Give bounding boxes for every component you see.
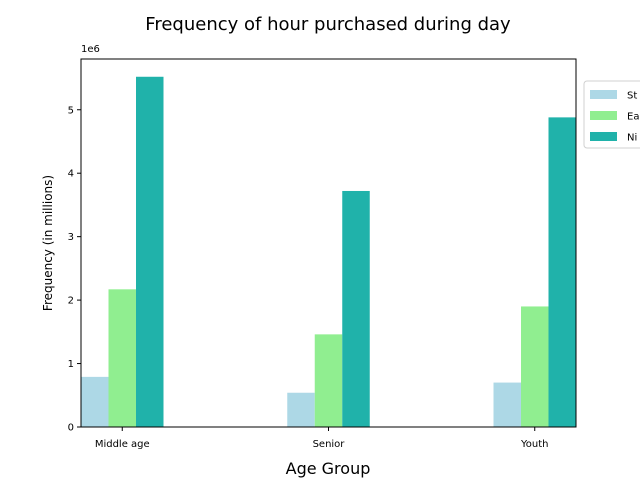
x-axis: Middle age Senior Youth — [95, 427, 549, 450]
bar — [548, 117, 576, 428]
bar — [287, 392, 315, 427]
y-tick-label: 5 — [68, 105, 74, 116]
bar — [493, 382, 521, 427]
bar — [342, 190, 370, 427]
legend-label: St — [627, 91, 637, 102]
y-axis-label: Frequency (in millions) — [41, 175, 55, 311]
y-tick-label: 0 — [68, 423, 74, 434]
bar — [521, 306, 549, 427]
bar — [314, 334, 343, 427]
legend-swatch — [590, 111, 617, 120]
y-tick-label: 3 — [68, 232, 74, 243]
bars-layer — [81, 76, 576, 428]
legend: St Ea Ni — [583, 80, 640, 149]
legend-swatch — [590, 90, 617, 99]
y-tick-label: 1 — [68, 359, 74, 370]
x-tick-label: Senior — [313, 439, 346, 450]
bar — [81, 376, 109, 427]
chart-title: Frequency of hour purchased during day — [145, 14, 511, 35]
bar — [108, 289, 136, 427]
bar — [136, 76, 164, 428]
legend-label: Ea — [627, 112, 639, 123]
y-axis: 0 1 2 3 4 5 — [68, 105, 81, 434]
x-axis-label: Age Group — [286, 459, 371, 478]
x-tick-label: Youth — [520, 439, 549, 450]
y-tick-label: 2 — [68, 296, 74, 307]
x-tick-label: Middle age — [95, 439, 150, 450]
legend-swatch — [590, 132, 617, 141]
y-tick-label: 4 — [68, 169, 74, 180]
y-scale-label: 1e6 — [81, 44, 100, 55]
legend-label: Ni — [627, 133, 637, 144]
